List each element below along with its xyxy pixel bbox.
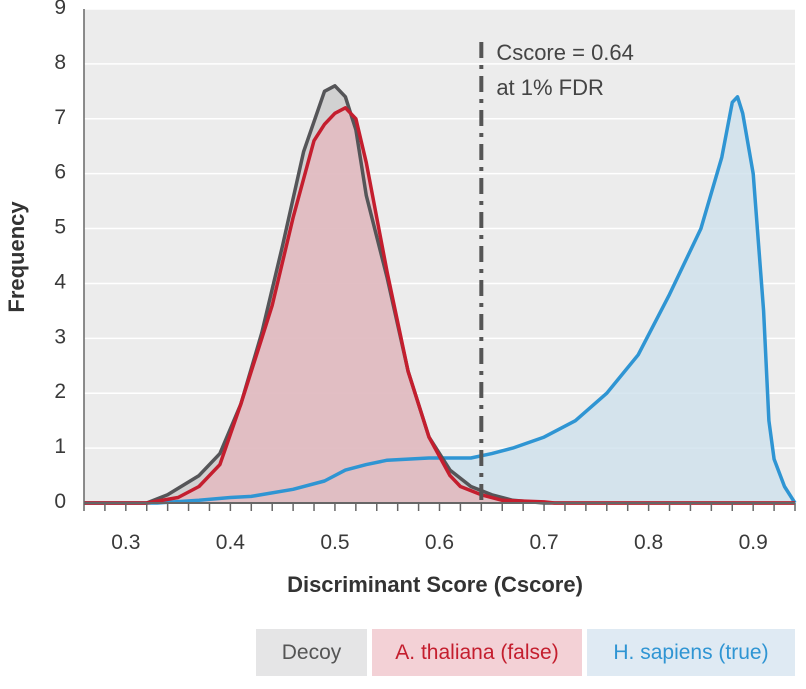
y-tick-label: 8: [54, 51, 66, 74]
y-tick-label: 2: [54, 380, 66, 403]
gridlines: [84, 8, 795, 504]
x-tick-label: 0.6: [425, 531, 454, 554]
x-tick-label: 0.4: [216, 531, 246, 554]
legend-label-decoy: Decoy: [281, 640, 342, 664]
x-axis-title: Discriminant Score (Cscore): [287, 572, 583, 597]
y-tick-label: 6: [54, 161, 66, 184]
legend-label-h-sapiens: H. sapiens (true): [613, 640, 769, 664]
x-tick-label: 0.3: [111, 531, 140, 554]
y-tick-label: 4: [54, 270, 66, 293]
x-tick-label: 0.5: [320, 531, 349, 554]
threshold-sublabel: at 1% FDR: [496, 75, 604, 100]
legend-item-a-thaliana: A. thaliana (false): [372, 629, 582, 676]
y-tick-label: 9: [54, 0, 66, 19]
area-a-thaliana: [84, 107, 795, 504]
y-tick-label: 0: [54, 490, 66, 513]
y-tick-label: 1: [54, 435, 66, 458]
line-h-sapiens: [84, 95, 797, 505]
x-axis: 0.3 0.4 0.5 0.6 0.7 0.8 0.9: [83, 502, 796, 554]
area-h-sapiens: [84, 96, 795, 504]
x-tick-label: 0.8: [634, 531, 663, 554]
x-tick-label: 0.7: [529, 531, 558, 554]
y-tick-label: 7: [54, 106, 66, 129]
legend-label-a-thaliana: A. thaliana (false): [395, 640, 559, 664]
legend-item-decoy: Decoy: [256, 629, 367, 676]
x-tick-label: 0.9: [739, 531, 768, 554]
y-axis-title: Frequency: [4, 201, 29, 313]
legend-item-h-sapiens: H. sapiens (true): [587, 629, 795, 676]
threshold-label: Cscore = 0.64: [496, 40, 634, 65]
threshold-marker: Cscore = 0.64 at 1% FDR: [479, 40, 634, 503]
y-tick-label: 5: [54, 216, 66, 239]
y-axis: 0 1 2 3 4 5 6 7 8 9: [54, 0, 85, 513]
y-tick-label: 3: [54, 325, 66, 348]
